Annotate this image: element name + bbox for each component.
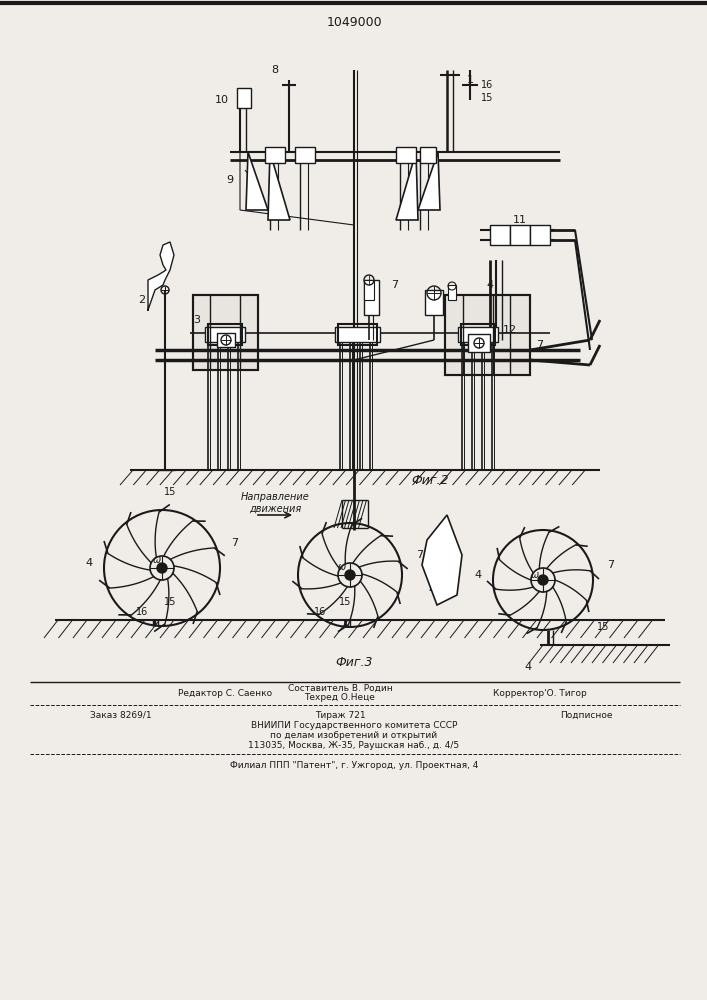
Text: 15: 15: [481, 93, 493, 103]
Bar: [396, 147, 416, 163]
Text: 11: 11: [513, 215, 527, 225]
Polygon shape: [396, 152, 418, 220]
Text: Подписное: Подписное: [560, 710, 612, 720]
Text: Корректор'О. Тигор: Корректор'О. Тигор: [493, 688, 587, 698]
Polygon shape: [246, 152, 268, 210]
Bar: [205, 327, 245, 342]
Bar: [445, 295, 530, 375]
Bar: [265, 147, 285, 163]
Text: 15: 15: [164, 597, 176, 607]
Text: Филиал ППП "Патент", г. Ужгород, ул. Проектная, 4: Филиал ППП "Патент", г. Ужгород, ул. Про…: [230, 760, 478, 770]
Text: 1049000: 1049000: [326, 15, 382, 28]
Text: 15: 15: [339, 597, 351, 607]
Text: 7: 7: [392, 280, 399, 290]
Text: 1: 1: [467, 75, 474, 85]
Text: 4: 4: [428, 585, 436, 595]
Bar: [364, 280, 379, 315]
Text: Редактор С. Саенко: Редактор С. Саенко: [178, 688, 272, 698]
Text: 16: 16: [314, 607, 326, 617]
Text: Техред О.Неце: Техред О.Неце: [305, 694, 375, 702]
Text: 7: 7: [537, 340, 544, 350]
Text: 15: 15: [597, 622, 609, 632]
Bar: [425, 290, 443, 315]
Bar: [530, 225, 550, 245]
Text: 15: 15: [164, 487, 176, 497]
Bar: [335, 327, 380, 342]
Polygon shape: [422, 515, 462, 605]
Text: 7: 7: [416, 550, 423, 560]
Circle shape: [345, 570, 355, 580]
Text: 8: 8: [271, 65, 279, 75]
Bar: [237, 88, 251, 108]
Bar: [217, 333, 235, 347]
Bar: [193, 295, 258, 370]
Text: ω: ω: [531, 570, 539, 580]
Bar: [510, 225, 530, 245]
Text: Направление
движения: Направление движения: [240, 492, 310, 514]
Text: Заказ 8269/1: Заказ 8269/1: [90, 710, 151, 720]
Bar: [193, 295, 258, 370]
Bar: [420, 147, 436, 163]
Text: Фиг.2: Фиг.2: [411, 474, 449, 487]
Polygon shape: [148, 242, 174, 310]
Bar: [208, 324, 242, 345]
Text: 3: 3: [193, 315, 200, 325]
Text: Составитель В. Родин: Составитель В. Родин: [288, 684, 392, 692]
Circle shape: [157, 563, 167, 573]
Bar: [445, 295, 530, 375]
Text: ω: ω: [338, 562, 346, 572]
Text: 4: 4: [486, 280, 493, 290]
Bar: [448, 285, 456, 300]
Text: 16: 16: [136, 607, 148, 617]
Text: 4: 4: [525, 662, 532, 672]
Bar: [458, 327, 498, 342]
Polygon shape: [268, 152, 290, 220]
Text: Фиг.3: Фиг.3: [335, 656, 373, 668]
Text: 16: 16: [481, 80, 493, 90]
Text: 4: 4: [474, 570, 481, 580]
Text: 2: 2: [138, 295, 145, 305]
Text: Тираж 721: Тираж 721: [315, 710, 366, 720]
Text: 7: 7: [607, 560, 614, 570]
Text: 9: 9: [226, 175, 233, 185]
Text: 113035, Москва, Ж-35, Раушская наб., д. 4/5: 113035, Москва, Ж-35, Раушская наб., д. …: [248, 742, 460, 750]
Text: ВНИИПИ Государственного комитета СССР: ВНИИПИ Государственного комитета СССР: [251, 722, 457, 730]
Bar: [338, 324, 377, 345]
Text: 10: 10: [215, 95, 229, 105]
Text: 4: 4: [86, 558, 93, 568]
Bar: [490, 225, 510, 245]
Text: ω: ω: [153, 555, 161, 565]
Circle shape: [538, 575, 548, 585]
Bar: [295, 147, 315, 163]
Polygon shape: [418, 152, 440, 210]
Bar: [461, 324, 495, 345]
Text: 12: 12: [503, 325, 517, 335]
Bar: [364, 280, 374, 300]
Bar: [468, 334, 490, 352]
Text: по делам изобретений и открытий: по делам изобретений и открытий: [271, 732, 438, 740]
Text: 7: 7: [231, 538, 238, 548]
